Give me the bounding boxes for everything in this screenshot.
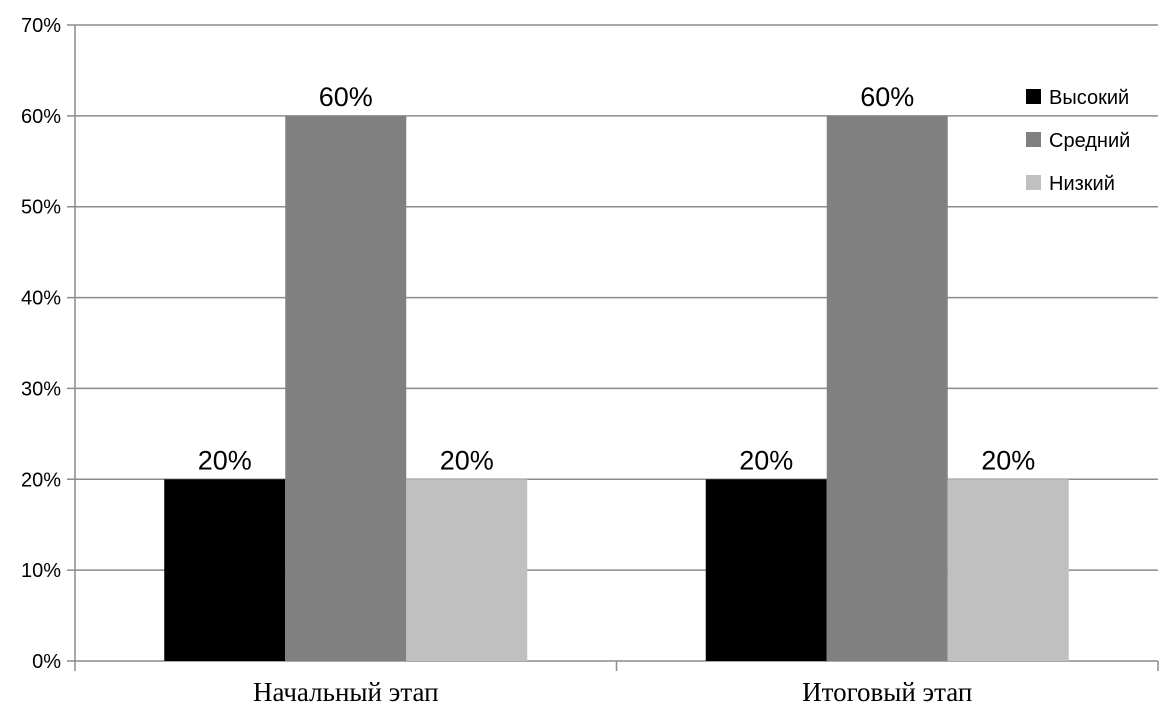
data-label: 20% bbox=[440, 445, 494, 475]
y-tick-label: 60% bbox=[21, 106, 61, 128]
data-label: 60% bbox=[319, 82, 373, 112]
x-category-label: Итоговый этап bbox=[802, 677, 972, 707]
bar bbox=[947, 479, 1069, 661]
y-tick-label: 20% bbox=[21, 469, 61, 491]
bar bbox=[406, 479, 528, 661]
y-tick-label: 50% bbox=[21, 197, 61, 219]
x-category-label: Начальный этап bbox=[253, 677, 439, 707]
x-axis-categories: Начальный этап Итоговый этап bbox=[253, 677, 972, 707]
legend-swatch bbox=[1026, 175, 1041, 190]
y-axis-ticks: 0% 10% 20% 30% 40% 50% 60% 70% bbox=[21, 15, 61, 673]
legend-label: Низкий bbox=[1049, 173, 1115, 195]
data-label: 20% bbox=[981, 445, 1035, 475]
bar bbox=[705, 479, 827, 661]
y-tick-label: 40% bbox=[21, 288, 61, 310]
bar bbox=[826, 115, 948, 662]
bars bbox=[164, 115, 1069, 662]
legend-label: Средний bbox=[1049, 130, 1130, 152]
y-tick-label: 30% bbox=[21, 378, 61, 400]
legend-label: Высокий bbox=[1049, 87, 1129, 109]
data-label: 60% bbox=[860, 82, 914, 112]
data-label: 20% bbox=[198, 445, 252, 475]
y-tick-label: 0% bbox=[32, 651, 61, 673]
y-tick-label: 70% bbox=[21, 15, 61, 37]
legend: Высокий Средний Низкий bbox=[1026, 87, 1130, 195]
data-labels: 20% 60% 20% 20% 60% 20% bbox=[198, 82, 1036, 475]
legend-swatch bbox=[1026, 89, 1041, 104]
y-tick-label: 10% bbox=[21, 560, 61, 582]
bar bbox=[285, 115, 407, 662]
data-label: 20% bbox=[739, 445, 793, 475]
bar bbox=[164, 479, 286, 661]
legend-swatch bbox=[1026, 132, 1041, 147]
